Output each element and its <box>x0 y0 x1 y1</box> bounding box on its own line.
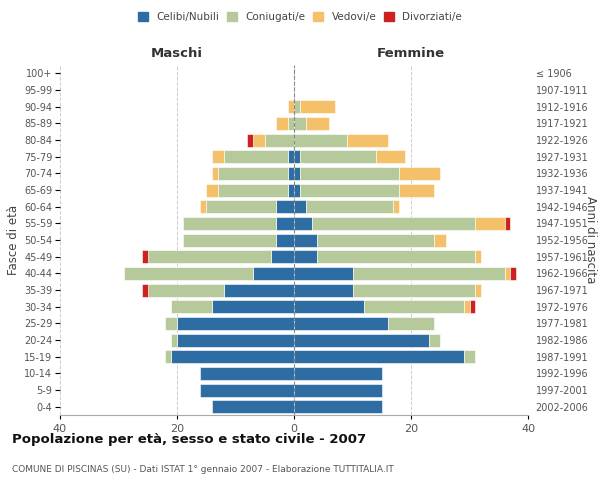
Bar <box>294 150 300 163</box>
Bar <box>294 234 317 246</box>
Bar <box>294 384 382 396</box>
Bar <box>200 384 294 396</box>
Bar <box>124 267 253 280</box>
Bar <box>142 284 148 296</box>
Legend: Celibi/Nubili, Coniugati/e, Vedovi/e, Divorziati/e: Celibi/Nubili, Coniugati/e, Vedovi/e, Di… <box>134 8 466 26</box>
Bar <box>166 317 177 330</box>
Bar <box>265 134 294 146</box>
Bar <box>277 234 294 246</box>
Bar <box>505 217 511 230</box>
Text: Femmine: Femmine <box>377 47 445 60</box>
Bar <box>294 317 388 330</box>
Bar <box>277 200 294 213</box>
Bar <box>277 117 288 130</box>
Bar <box>300 150 376 163</box>
Bar <box>288 150 294 163</box>
Bar <box>288 117 294 130</box>
Bar <box>224 284 294 296</box>
Bar <box>294 134 347 146</box>
Text: Popolazione per età, sesso e stato civile - 2007: Popolazione per età, sesso e stato civil… <box>12 432 366 446</box>
Bar <box>253 267 294 280</box>
Bar <box>294 334 428 346</box>
Text: Anni di nascita: Anni di nascita <box>584 196 597 284</box>
Bar <box>475 284 481 296</box>
Bar <box>177 317 294 330</box>
Bar <box>183 217 277 230</box>
Bar <box>294 100 300 113</box>
Bar <box>212 400 294 413</box>
Bar <box>353 284 475 296</box>
Bar <box>306 200 394 213</box>
Bar <box>253 134 265 146</box>
Bar <box>400 184 434 196</box>
Bar <box>271 250 294 263</box>
Bar <box>294 284 353 296</box>
Bar <box>306 117 329 130</box>
Bar <box>294 184 300 196</box>
Bar <box>148 250 271 263</box>
Bar <box>353 267 505 280</box>
Bar <box>206 200 277 213</box>
Text: Maschi: Maschi <box>151 47 203 60</box>
Bar <box>294 167 300 180</box>
Bar <box>317 234 434 246</box>
Bar <box>183 234 277 246</box>
Bar <box>277 217 294 230</box>
Bar <box>394 200 400 213</box>
Bar <box>294 200 306 213</box>
Y-axis label: Fasce di età: Fasce di età <box>7 205 20 275</box>
Bar <box>206 184 218 196</box>
Bar <box>376 150 405 163</box>
Bar <box>294 400 382 413</box>
Bar <box>288 167 294 180</box>
Bar <box>311 217 475 230</box>
Bar <box>294 250 317 263</box>
Bar <box>165 350 171 363</box>
Bar <box>294 350 464 363</box>
Bar <box>200 200 206 213</box>
Bar <box>177 334 294 346</box>
Bar <box>247 134 253 146</box>
Bar <box>148 284 224 296</box>
Bar <box>347 134 388 146</box>
Bar <box>294 267 353 280</box>
Bar <box>428 334 440 346</box>
Bar <box>294 300 364 313</box>
Bar <box>300 167 400 180</box>
Bar <box>142 250 148 263</box>
Bar <box>400 167 440 180</box>
Bar <box>475 250 481 263</box>
Bar <box>434 234 446 246</box>
Text: COMUNE DI PISCINAS (SU) - Dati ISTAT 1° gennaio 2007 - Elaborazione TUTTITALIA.I: COMUNE DI PISCINAS (SU) - Dati ISTAT 1° … <box>12 466 394 474</box>
Bar <box>300 100 335 113</box>
Bar <box>294 217 311 230</box>
Bar <box>288 184 294 196</box>
Bar <box>364 300 464 313</box>
Bar <box>288 100 294 113</box>
Bar <box>464 300 470 313</box>
Bar <box>300 184 400 196</box>
Bar <box>212 150 224 163</box>
Bar <box>200 367 294 380</box>
Bar <box>212 300 294 313</box>
Bar <box>171 300 212 313</box>
Bar <box>317 250 475 263</box>
Bar <box>464 350 475 363</box>
Bar <box>218 167 288 180</box>
Bar <box>294 367 382 380</box>
Bar <box>171 334 177 346</box>
Bar <box>505 267 511 280</box>
Bar <box>218 184 288 196</box>
Bar <box>475 217 505 230</box>
Bar <box>388 317 434 330</box>
Bar <box>294 117 306 130</box>
Bar <box>224 150 288 163</box>
Bar <box>212 167 218 180</box>
Bar <box>470 300 475 313</box>
Bar <box>171 350 294 363</box>
Bar <box>511 267 517 280</box>
